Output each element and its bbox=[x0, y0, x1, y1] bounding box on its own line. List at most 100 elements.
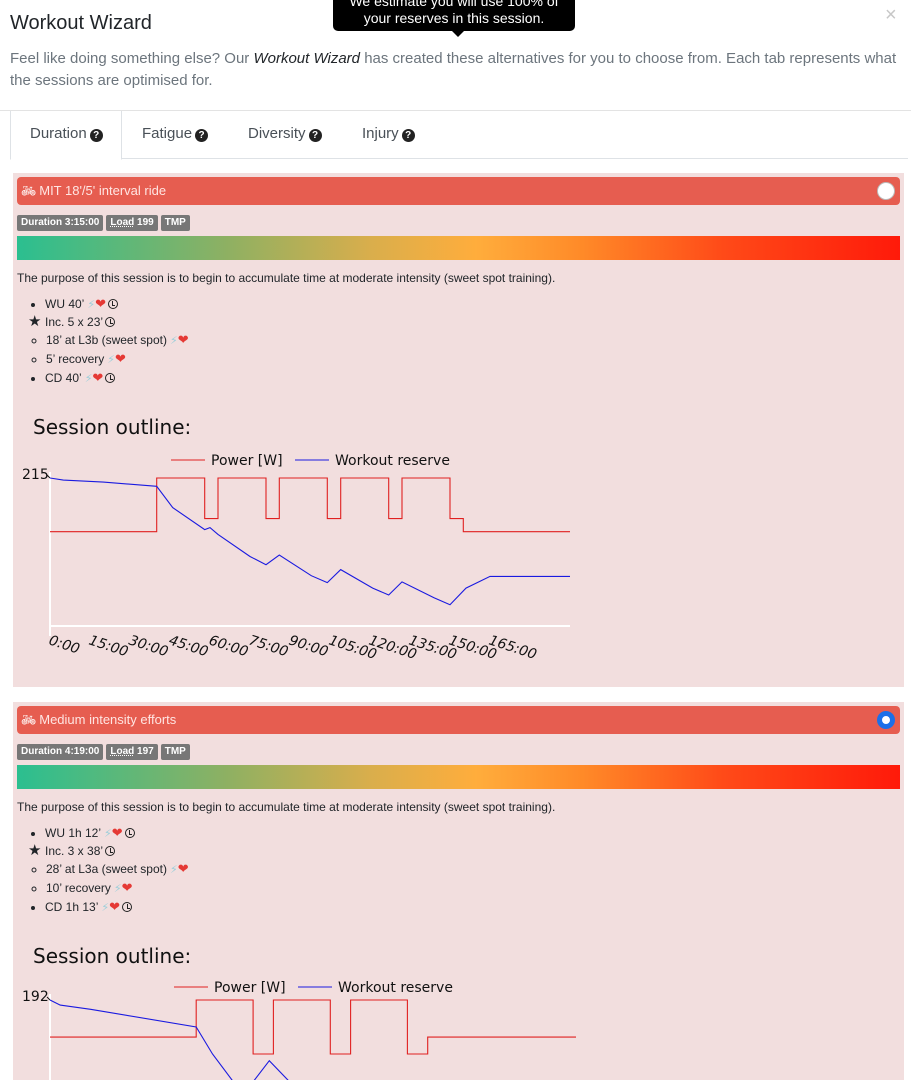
step-recovery: 10’ recovery bbox=[46, 881, 111, 895]
tooltip-arrow bbox=[452, 31, 464, 37]
heart-icon: ❤︎ bbox=[177, 332, 189, 347]
session-title: MIT 18'/5' interval ride bbox=[39, 183, 167, 198]
lightning-icon: ⚡︎ bbox=[169, 864, 178, 876]
tab-label: Injury bbox=[362, 125, 399, 142]
session-badges: Duration 3:15:00 Load 199 TMP bbox=[17, 215, 190, 231]
x-tick-label: 45:00 bbox=[167, 633, 210, 661]
lightning-icon: ⚡︎ bbox=[104, 828, 112, 840]
star-icon: ★ bbox=[28, 842, 42, 859]
tab-duration[interactable]: Duration? bbox=[10, 111, 122, 160]
session-purpose: The purpose of this session is to begin … bbox=[17, 800, 556, 814]
step-warmup: WU 1h 12’ bbox=[45, 826, 102, 840]
x-tick-label: 75:00 bbox=[247, 633, 290, 661]
x-tick-label: 90:00 bbox=[287, 633, 330, 661]
list-item: WU 40’⚡︎❤︎ bbox=[45, 295, 189, 314]
tooltip-line-1: We estimate you will use 100% of bbox=[349, 0, 559, 9]
sub-steps: 28’ at L3a (sweet spot)⚡︎❤︎ 10’ recovery… bbox=[28, 860, 189, 898]
clock-icon bbox=[122, 902, 133, 912]
reserve-tooltip: We estimate you will use 100% of your re… bbox=[333, 0, 575, 37]
tab-fatigue[interactable]: Fatigue? bbox=[142, 111, 209, 159]
outline-title: Session outline: bbox=[33, 944, 192, 968]
list-item: 28’ at L3a (sweet spot)⚡︎❤︎ bbox=[46, 860, 189, 879]
question-circle-icon[interactable]: ? bbox=[89, 129, 103, 142]
step-interval: 28’ at L3a (sweet spot) bbox=[46, 862, 167, 876]
clock-icon bbox=[105, 846, 116, 856]
clock-icon bbox=[107, 299, 118, 309]
session-steps: WU 40’⚡︎❤︎ ★Inc. 5 x 23’ 18’ at L3b (swe… bbox=[17, 295, 189, 388]
session-badges: Duration 4:19:00 Load 197 TMP bbox=[17, 744, 190, 760]
x-tick-label: 60:00 bbox=[207, 633, 250, 661]
tab-diversity[interactable]: Diversity? bbox=[248, 111, 322, 159]
lightning-icon: ⚡︎ bbox=[87, 299, 96, 311]
y-tick bbox=[46, 474, 51, 479]
series-line bbox=[49, 999, 289, 1080]
session-select-radio[interactable] bbox=[877, 711, 895, 729]
heart-icon: ❤︎ bbox=[177, 861, 189, 876]
load-badge: Load 197 bbox=[106, 744, 158, 760]
list-item: CD 1h 13’⚡︎❤︎ bbox=[45, 898, 189, 917]
tag-badge: TMP bbox=[160, 215, 190, 231]
load-value: 199 bbox=[137, 217, 154, 228]
load-label[interactable]: Load bbox=[110, 217, 135, 228]
list-item: 18’ at L3b (sweet spot)⚡︎❤︎ bbox=[46, 331, 189, 350]
clock-icon bbox=[105, 373, 116, 383]
tab-label: Fatigue bbox=[142, 125, 193, 142]
x-tick-label: 15:00 bbox=[87, 633, 130, 661]
legend-label: Workout reserve bbox=[335, 453, 450, 469]
session-header[interactable]: 🚲︎ Medium intensity efforts bbox=[17, 706, 900, 734]
y-tick-label: 215 bbox=[22, 467, 49, 483]
lightning-icon: ⚡︎ bbox=[113, 883, 122, 895]
load-label[interactable]: Load bbox=[110, 746, 135, 757]
step-main: Inc. 3 x 38’ bbox=[45, 844, 104, 858]
y-tick bbox=[46, 996, 51, 1001]
clock-icon bbox=[105, 317, 116, 327]
series-line bbox=[49, 477, 570, 606]
intro-text-pre: Feel like doing something else? Our bbox=[10, 50, 254, 67]
step-recovery: 5’ recovery bbox=[46, 352, 105, 366]
session-card[interactable]: 🚲︎ MIT 18'/5' interval ride Duration 3:15… bbox=[13, 173, 904, 687]
session-select-radio[interactable] bbox=[877, 182, 895, 200]
intro-wizard-name: Workout Wizard bbox=[253, 50, 361, 67]
heart-icon: ❤︎ bbox=[95, 296, 106, 311]
bicycle-icon: 🚲︎ bbox=[21, 184, 37, 198]
y-tick-label: 192 bbox=[22, 989, 49, 1005]
question-circle-icon[interactable]: ? bbox=[308, 129, 322, 142]
step-main: Inc. 5 x 23’ bbox=[45, 315, 104, 329]
lightning-icon: ⚡︎ bbox=[84, 373, 93, 385]
legend-label: Power [W] bbox=[214, 980, 286, 996]
tab-label: Duration bbox=[30, 125, 87, 142]
heart-icon: ❤︎ bbox=[121, 880, 133, 895]
list-item: 5’ recovery⚡︎❤︎ bbox=[46, 350, 189, 369]
tab-bar: Duration? Fatigue? Diversity? Injury? bbox=[10, 111, 908, 160]
list-item: CD 40’⚡︎❤︎ bbox=[45, 369, 189, 388]
step-warmup: WU 40’ bbox=[45, 297, 85, 311]
step-cooldown: CD 40’ bbox=[45, 371, 82, 385]
modal-intro: Feel like doing something else? Our Work… bbox=[10, 48, 905, 92]
x-tick-label: 30:00 bbox=[127, 633, 170, 661]
outline-title: Session outline: bbox=[33, 415, 192, 439]
session-steps: WU 1h 12’⚡︎❤︎ ★Inc. 3 x 38’ 28’ at L3a (… bbox=[17, 824, 189, 917]
duration-badge: Duration 4:19:00 bbox=[17, 744, 104, 760]
sub-steps: 18’ at L3b (sweet spot)⚡︎❤︎ 5’ recovery⚡… bbox=[28, 331, 189, 369]
session-header[interactable]: 🚲︎ MIT 18'/5' interval ride bbox=[17, 177, 900, 205]
legend-label: Power [W] bbox=[211, 453, 283, 469]
lightning-icon: ⚡︎ bbox=[107, 354, 115, 366]
session-card[interactable]: 🚲︎ Medium intensity efforts Duration 4:19… bbox=[13, 702, 904, 1080]
bicycle-icon: 🚲︎ bbox=[21, 713, 37, 727]
session-purpose: The purpose of this session is to begin … bbox=[17, 271, 556, 285]
lightning-icon: ⚡︎ bbox=[169, 335, 178, 347]
tag-badge: TMP bbox=[160, 744, 190, 760]
lightning-icon: ⚡︎ bbox=[101, 902, 110, 914]
step-cooldown: CD 1h 13’ bbox=[45, 900, 99, 914]
intensity-gradient-bar bbox=[17, 765, 900, 789]
list-item: 10’ recovery⚡︎❤︎ bbox=[46, 879, 189, 898]
question-circle-icon[interactable]: ? bbox=[401, 129, 415, 142]
tab-injury[interactable]: Injury? bbox=[362, 111, 415, 159]
question-circle-icon[interactable]: ? bbox=[195, 129, 209, 142]
list-item: ★Inc. 3 x 38’ 28’ at L3a (sweet spot)⚡︎❤… bbox=[28, 843, 189, 898]
close-icon[interactable]: × bbox=[885, 4, 897, 26]
clock-icon bbox=[124, 828, 135, 838]
header-divider bbox=[0, 110, 911, 111]
heart-icon: ❤︎ bbox=[92, 370, 104, 385]
tooltip-line-2: your reserves in this session. bbox=[363, 10, 545, 26]
